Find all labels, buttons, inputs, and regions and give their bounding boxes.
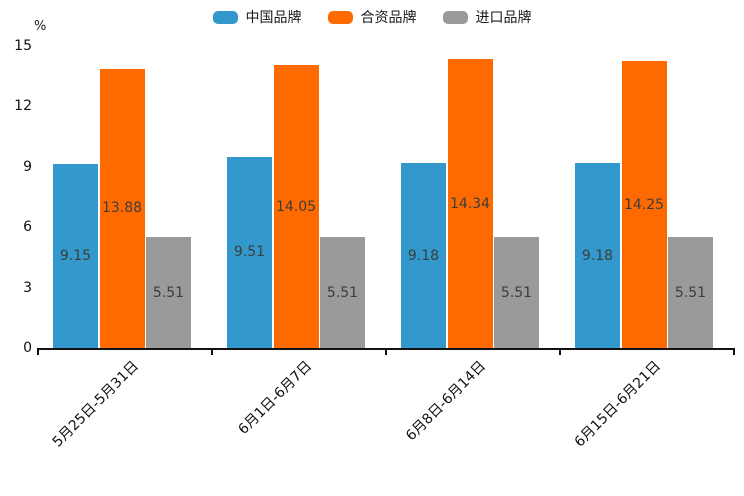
- bar: [621, 61, 667, 348]
- bar: [494, 237, 539, 348]
- x-axis-tick: [211, 348, 213, 355]
- y-axis-tick-label: 15: [14, 38, 32, 54]
- x-axis-tick: [733, 348, 735, 355]
- x-axis-category-label: 6月15日-6月21日: [571, 358, 664, 451]
- legend-swatch-icon: [327, 10, 353, 24]
- bar: [668, 237, 713, 348]
- bar-value-label: 9.18: [581, 247, 614, 264]
- legend: 中国品牌 合资品牌 进口品牌: [0, 7, 744, 27]
- x-axis-category-label: 6月8日-6月14日: [403, 358, 490, 445]
- bar-value-label: 5.51: [500, 284, 533, 301]
- legend-label: 合资品牌: [360, 10, 417, 26]
- legend-swatch-icon: [442, 10, 468, 24]
- x-axis-category-label: 6月1日-6月7日: [235, 358, 316, 438]
- y-axis-tick-label: 6: [23, 219, 32, 236]
- legend-item[interactable]: 合资品牌: [327, 7, 417, 27]
- bar-value-label: 13.88: [101, 200, 143, 217]
- x-axis-category-label: 5月25日-5月31日: [49, 358, 142, 451]
- bar-value-label: 5.51: [152, 284, 185, 301]
- legend-swatch-icon: [212, 10, 238, 24]
- bar-value-label: 9.51: [233, 244, 266, 261]
- bar-value-label: 14.25: [623, 196, 665, 213]
- legend-label: 进口品牌: [475, 10, 532, 26]
- legend-item[interactable]: 进口品牌: [442, 7, 532, 27]
- legend-label: 中国品牌: [245, 10, 302, 26]
- legend-item[interactable]: 中国品牌: [212, 7, 302, 27]
- y-axis-tick-label: 0: [23, 340, 32, 356]
- y-axis-tick-label: 12: [14, 98, 32, 115]
- y-axis-tick-label: 3: [23, 279, 32, 296]
- y-axis-unit-label: %: [34, 19, 47, 34]
- x-axis-tick: [385, 348, 387, 355]
- x-axis-tick: [559, 348, 561, 355]
- bar-value-label: 9.18: [407, 247, 440, 264]
- bar-value-label: 14.05: [275, 198, 317, 215]
- bar-value-label: 5.51: [326, 284, 359, 301]
- x-axis-tick: [37, 348, 39, 355]
- bar: [273, 65, 319, 348]
- bar: [320, 237, 365, 348]
- bar: [53, 163, 98, 348]
- bar: [227, 156, 272, 348]
- bar: [447, 59, 493, 348]
- bar-value-label: 9.15: [59, 247, 92, 264]
- bar: [575, 163, 620, 348]
- y-axis-tick-label: 9: [23, 158, 32, 175]
- bar-value-label: 14.34: [449, 195, 491, 212]
- bar: [401, 163, 446, 348]
- bar: [146, 237, 191, 348]
- bar-value-label: 5.51: [674, 284, 707, 301]
- bar: [99, 68, 145, 348]
